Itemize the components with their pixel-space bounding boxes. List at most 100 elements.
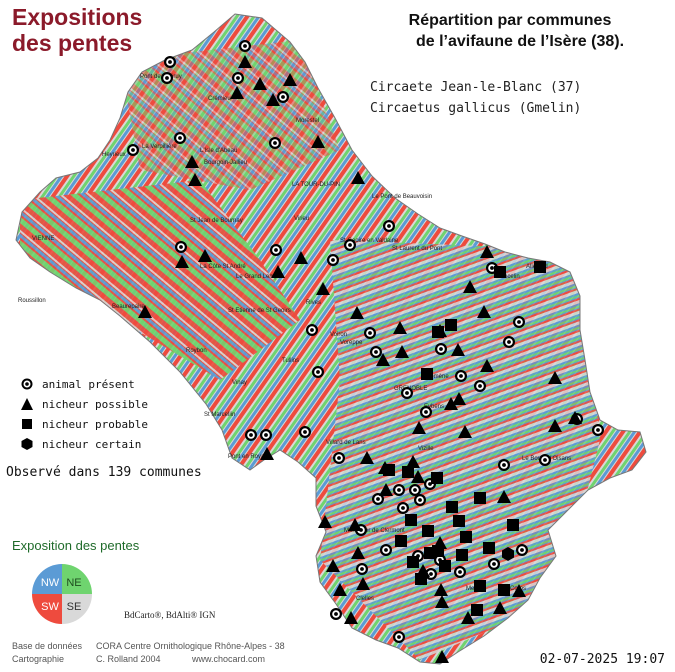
- marker-nicheur-probable: [456, 549, 468, 561]
- place-label: Tullins: [282, 358, 299, 364]
- place-labels: Pont de Chéruy Crémieu Morestel Heyrieux La …: [18, 74, 571, 602]
- species-common-name: Circaete Jean-le-Blanc (37): [370, 80, 582, 95]
- place-label: Domène: [426, 374, 449, 380]
- place-label: Voiron: [330, 332, 347, 338]
- marker-nicheur-possible: [188, 173, 202, 186]
- marker-nicheur-probable: [445, 319, 457, 331]
- marker-animal-present: [474, 380, 486, 392]
- marker-animal-present: [364, 327, 376, 339]
- marker-nicheur-possible: [568, 411, 582, 424]
- marker-animal-present: [420, 406, 432, 418]
- footer-base-value: CORA Centre Ornithologique Rhône-Alpes -…: [96, 641, 285, 651]
- marker-nicheur-possible: [435, 595, 449, 608]
- exposition-compass: NW NE SW SE: [32, 564, 92, 624]
- marker-animal-present: [539, 454, 551, 466]
- marker-animal-present: [455, 370, 467, 382]
- marker-animal-present: [503, 336, 515, 348]
- legend-label: nicheur probable: [42, 417, 148, 431]
- marker-nicheur-possible: [356, 577, 370, 590]
- marker-nicheur-probable: [446, 501, 458, 513]
- marker-nicheur-possible: [444, 397, 458, 410]
- marker-animal-present: [370, 346, 382, 358]
- marker-nicheur-possible: [548, 419, 562, 432]
- marker-nicheur-probable: [494, 266, 506, 278]
- compass-ne: [62, 564, 92, 594]
- place-label: Monestier de Clermont: [344, 528, 405, 534]
- place-label: Le Grand Lemps: [236, 274, 281, 280]
- legend-item-certain: nicheur certain: [20, 434, 148, 454]
- marker-animal-present: [277, 91, 289, 103]
- marker-nicheur-probable: [507, 519, 519, 531]
- marker-animal-present: [330, 608, 342, 620]
- place-label: St Geoire en Valdaine: [340, 238, 399, 244]
- place-label: Crémieu: [208, 96, 231, 102]
- marker-nicheur-possible: [461, 611, 475, 624]
- species-latin-name: Circaetus gallicus (Gmelin): [370, 101, 582, 116]
- marker-nicheur-probable: [471, 604, 483, 616]
- legend-label: animal présent: [42, 377, 135, 391]
- marker-nicheur-probable: [402, 466, 414, 478]
- marker-nicheur-possible: [376, 353, 390, 366]
- marker-nicheur-possible: [458, 425, 472, 438]
- marker-nicheur-possible: [266, 93, 280, 106]
- marker-animal-present: [312, 366, 324, 378]
- data-credits: BdCarto®, BdAlti® IGN: [124, 610, 216, 620]
- marker-nicheur-probable: [432, 326, 444, 338]
- place-label: Vinay: [232, 380, 247, 386]
- marker-nicheur-probable: [383, 464, 395, 476]
- marker-animal-present: [409, 484, 421, 496]
- marker-nicheur-possible: [175, 255, 189, 268]
- compass-label-sw: SW: [41, 601, 59, 613]
- place-label: Le Pont de Beauvoisin: [372, 194, 432, 200]
- marker-nicheur-possible: [512, 584, 526, 597]
- marker-nicheur-probable: [395, 535, 407, 547]
- marker-nicheur-possible: [326, 559, 340, 572]
- marker-animal-present: [372, 493, 384, 505]
- compass-se: [62, 594, 92, 624]
- place-label: VIENNE: [32, 236, 54, 242]
- marker-nicheur-possible: [294, 251, 308, 264]
- compass-label-nw: NW: [41, 577, 60, 589]
- place-label: Virieu: [294, 216, 309, 222]
- marker-nicheur-probable: [453, 515, 465, 527]
- place-label: Roussillon: [18, 298, 46, 304]
- marker-animal-present: [299, 426, 311, 438]
- marker-animal-present: [260, 429, 272, 441]
- marker-animal-present: [174, 132, 186, 144]
- marker-nicheur-possible: [451, 343, 465, 356]
- legend-label: nicheur certain: [42, 437, 142, 451]
- marker-nicheur-probable: [483, 542, 495, 554]
- marker-animal-present: [383, 220, 395, 232]
- legend-item-probable: nicheur probable: [20, 414, 148, 434]
- marker-nicheur-possible: [333, 583, 347, 596]
- marker-nicheur-possible: [318, 515, 332, 528]
- marker-nicheur-possible: [435, 650, 449, 663]
- place-label: LA TOUR-DU-PIN: [292, 182, 340, 188]
- marker-nicheur-possible: [230, 86, 244, 99]
- marker-nicheur-probable: [439, 560, 451, 572]
- footer-base-label: Base de données: [12, 641, 83, 651]
- place-label: Goncelin: [496, 274, 520, 280]
- marker-nicheur-possible: [311, 135, 325, 148]
- footer-carto-label: Cartographie: [12, 654, 65, 664]
- marker-animal-present: [380, 544, 392, 556]
- place-label: St Marcellin: [204, 412, 235, 418]
- marker-nicheur-probable: [431, 472, 443, 484]
- marker-nicheur-possible: [379, 483, 393, 496]
- marker-nicheur-possible: [452, 392, 466, 405]
- marker-nicheur-possible: [283, 73, 297, 86]
- marker-nicheur-possible: [360, 451, 374, 464]
- marker-animal-present: [414, 494, 426, 506]
- marker-nicheur-possible: [350, 306, 364, 319]
- compass-nw: [32, 564, 62, 594]
- place-label: St Etienne de St Geoirs: [228, 308, 291, 314]
- footer-website: www.chocard.com: [192, 654, 266, 664]
- marker-nicheur-probable: [498, 584, 510, 596]
- marker-nicheur-possible: [185, 155, 199, 168]
- footer: Base de données CORA Centre Ornithologiqu…: [12, 640, 285, 666]
- marker-nicheur-probable: [474, 492, 486, 504]
- marker-nicheur-possible: [548, 371, 562, 384]
- compass-sw: [32, 594, 62, 624]
- place-label: Beaurepaire: [112, 304, 145, 310]
- marker-animal-present: [401, 387, 413, 399]
